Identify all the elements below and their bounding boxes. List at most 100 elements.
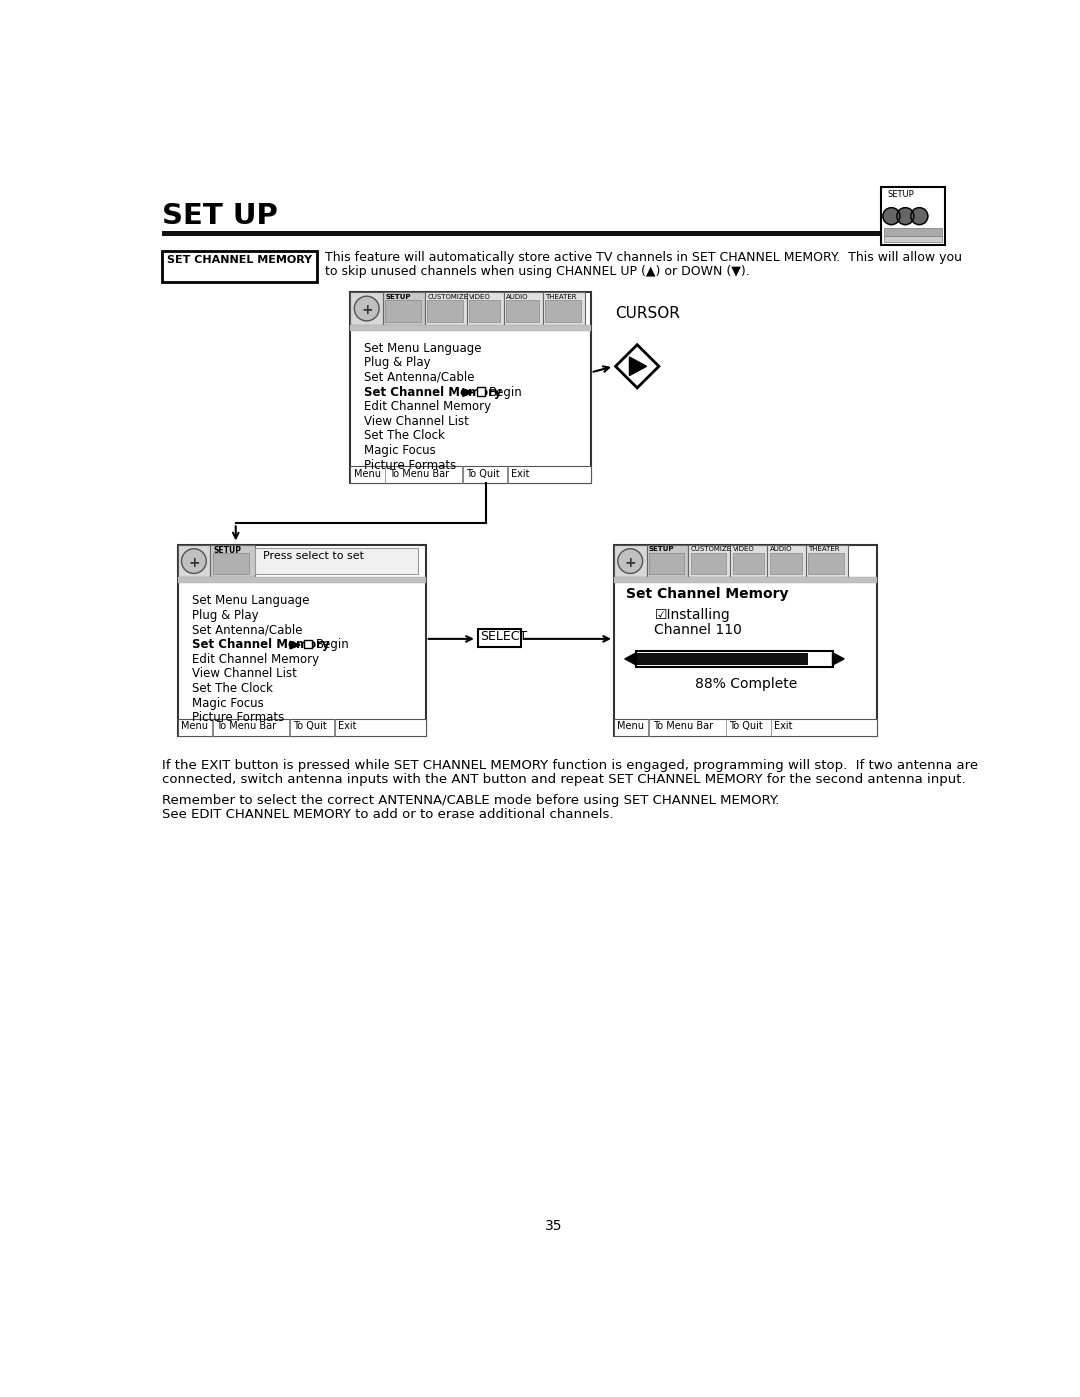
Bar: [350, 467, 591, 483]
Text: To Menu Bar: To Menu Bar: [652, 721, 713, 731]
Bar: [613, 545, 877, 736]
Text: Exit: Exit: [511, 469, 529, 479]
Polygon shape: [625, 652, 636, 665]
Text: +: +: [362, 303, 373, 317]
Bar: [613, 577, 877, 584]
Text: Menu: Menu: [353, 469, 380, 479]
Text: Begin: Begin: [488, 386, 522, 398]
Text: If the EXIT button is pressed while SET CHANNEL MEMORY function is engaged, prog: If the EXIT button is pressed while SET …: [162, 759, 978, 773]
Text: Magic Focus: Magic Focus: [364, 444, 436, 457]
Polygon shape: [833, 652, 845, 665]
Circle shape: [896, 208, 914, 225]
Bar: [350, 292, 383, 324]
Bar: [504, 292, 542, 324]
Text: SETUP: SETUP: [888, 190, 915, 198]
Text: Picture Formats: Picture Formats: [191, 711, 284, 724]
Bar: [768, 545, 806, 577]
Bar: [688, 545, 730, 577]
Bar: [303, 640, 312, 648]
Bar: [613, 719, 877, 736]
Text: SETUP: SETUP: [649, 546, 674, 552]
Text: Set Menu Language: Set Menu Language: [364, 342, 482, 355]
Text: This feature will automatically store active TV channels in SET CHANNEL MEMORY. : This feature will automatically store ac…: [325, 251, 962, 264]
Bar: [885, 236, 942, 242]
Bar: [162, 251, 318, 282]
Bar: [350, 324, 591, 331]
Text: Set Antenna/Cable: Set Antenna/Cable: [191, 623, 302, 637]
Text: Edit Channel Memory: Edit Channel Memory: [191, 652, 319, 666]
Bar: [350, 292, 591, 483]
Text: Edit Channel Memory: Edit Channel Memory: [364, 400, 491, 414]
Bar: [469, 300, 500, 321]
Bar: [613, 545, 647, 577]
Bar: [162, 231, 946, 236]
Bar: [477, 629, 521, 647]
Text: to skip unused channels when using CHANNEL UP (▲) or DOWN (▼).: to skip unused channels when using CHANN…: [325, 264, 750, 278]
Text: SELECT: SELECT: [480, 630, 527, 644]
Text: SET CHANNEL MEMORY: SET CHANNEL MEMORY: [166, 256, 312, 265]
Bar: [211, 545, 255, 577]
Bar: [255, 548, 418, 574]
Text: Exit: Exit: [338, 721, 356, 731]
Text: 35: 35: [544, 1218, 563, 1232]
Text: See EDIT CHANNEL MEMORY to add or to erase additional channels.: See EDIT CHANNEL MEMORY to add or to era…: [162, 809, 613, 821]
Text: THEATER: THEATER: [545, 293, 577, 300]
Text: +: +: [625, 556, 636, 570]
Bar: [177, 577, 426, 584]
Polygon shape: [463, 388, 473, 397]
Text: Plug & Play: Plug & Play: [191, 609, 258, 622]
Text: connected, switch antenna inputs with the ANT button and repeat SET CHANNEL MEMO: connected, switch antenna inputs with th…: [162, 773, 966, 787]
Bar: [885, 229, 942, 236]
Bar: [691, 553, 727, 574]
Bar: [545, 300, 581, 321]
Text: Picture Formats: Picture Formats: [364, 458, 457, 472]
Text: View Channel List: View Channel List: [191, 668, 296, 680]
Text: CUSTOMIZE: CUSTOMIZE: [691, 546, 732, 552]
Bar: [467, 292, 504, 324]
Text: To Quit: To Quit: [729, 721, 764, 731]
Text: Magic Focus: Magic Focus: [191, 697, 264, 710]
Bar: [383, 292, 424, 324]
Text: Set Channel Memory: Set Channel Memory: [364, 386, 502, 398]
Bar: [649, 553, 685, 574]
Bar: [732, 553, 764, 574]
Text: To Menu Bar: To Menu Bar: [216, 721, 276, 731]
Text: Remember to select the correct ANTENNA/CABLE mode before using SET CHANNEL MEMOR: Remember to select the correct ANTENNA/C…: [162, 795, 780, 807]
Text: +: +: [189, 556, 200, 570]
Bar: [542, 292, 584, 324]
Bar: [476, 387, 485, 395]
Circle shape: [181, 549, 206, 573]
Text: Plug & Play: Plug & Play: [364, 356, 431, 369]
Bar: [730, 545, 768, 577]
Bar: [424, 292, 467, 324]
Text: To Menu Bar: To Menu Bar: [389, 469, 449, 479]
Text: To Quit: To Quit: [293, 721, 327, 731]
Polygon shape: [616, 345, 659, 388]
Text: CUSTOMIZE: CUSTOMIZE: [428, 293, 469, 300]
Text: View Channel List: View Channel List: [364, 415, 470, 427]
Text: Set Channel Memory: Set Channel Memory: [626, 587, 788, 601]
Polygon shape: [291, 641, 300, 648]
Bar: [177, 545, 211, 577]
Bar: [647, 545, 688, 577]
Bar: [507, 300, 539, 321]
Text: VIDEO: VIDEO: [732, 546, 754, 552]
Bar: [809, 553, 845, 574]
Bar: [806, 545, 848, 577]
Bar: [881, 187, 945, 244]
Bar: [177, 719, 426, 736]
Bar: [636, 651, 834, 666]
Text: AUDIO: AUDIO: [507, 293, 529, 300]
Text: Set The Clock: Set The Clock: [191, 682, 272, 694]
Text: ☑Installing: ☑Installing: [654, 608, 730, 622]
Text: Menu: Menu: [180, 721, 207, 731]
Text: To Quit: To Quit: [465, 469, 500, 479]
Text: SETUP: SETUP: [213, 546, 241, 556]
Text: 88% Complete: 88% Complete: [694, 678, 797, 692]
Text: Channel 110: Channel 110: [654, 623, 742, 637]
Text: Set The Clock: Set The Clock: [364, 429, 445, 443]
Bar: [770, 553, 802, 574]
Text: Begin: Begin: [315, 638, 349, 651]
Circle shape: [618, 549, 643, 573]
Bar: [637, 652, 808, 665]
